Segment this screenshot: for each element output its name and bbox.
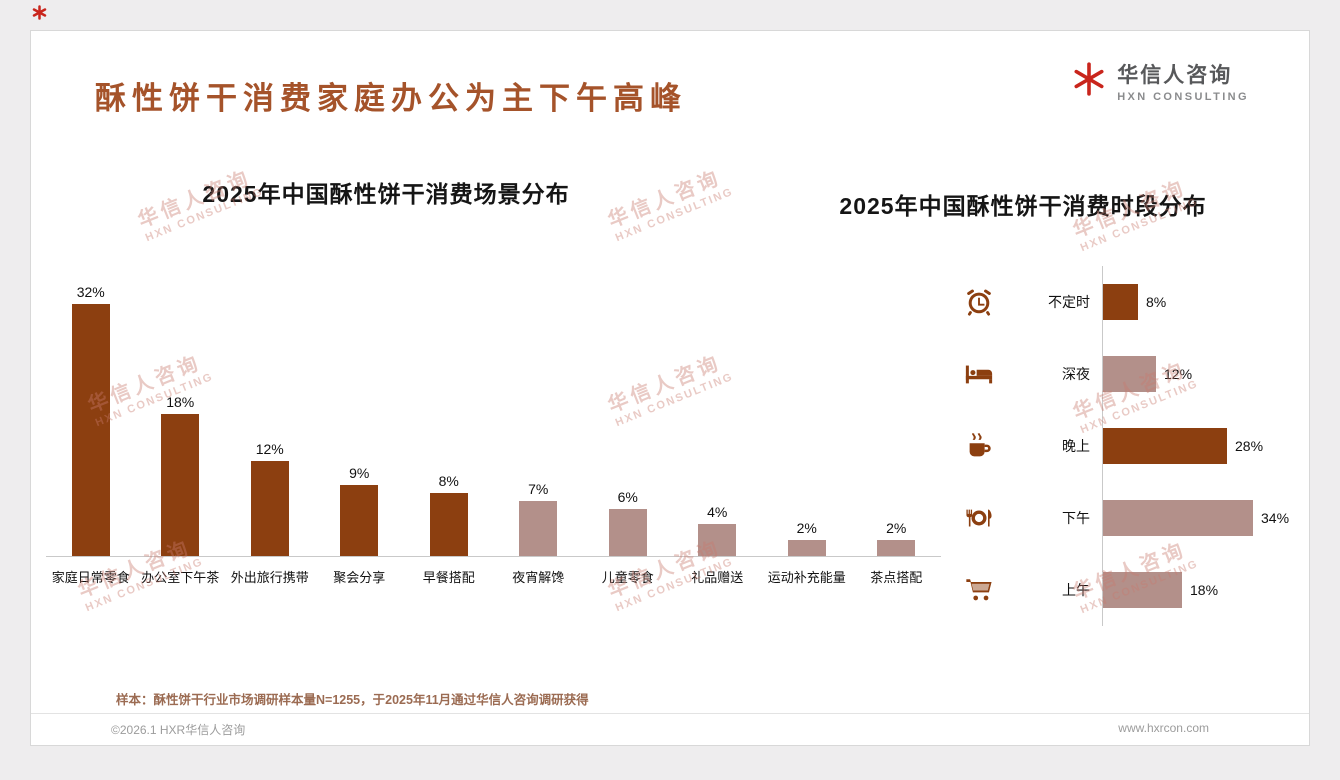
scene-category-label: 运动补充能量: [767, 570, 846, 585]
scene-bar-slot: 12%: [225, 256, 315, 556]
time-label: 上午: [1062, 582, 1090, 598]
scene-bar: [429, 493, 468, 556]
time-bar-track: 8%: [1102, 266, 1301, 338]
corner-logo-icon: [31, 4, 48, 21]
scene-bar-slot: 32%: [46, 256, 136, 556]
time-label: 不定时: [1048, 294, 1090, 310]
copyright-text: ©2026.1 HXR华信人咨询: [111, 723, 246, 737]
scene-bar: [250, 461, 289, 556]
scene-category-label: 儿童零食: [601, 570, 654, 585]
bar-value-label: 12%: [255, 441, 284, 457]
bar-value-label: 2%: [886, 520, 907, 536]
company-logo: 华信人咨询 HXN CONSULTING: [1071, 59, 1249, 103]
scene-category-label: 礼品赠送: [691, 570, 744, 585]
bed-icon: [956, 359, 1002, 389]
scene-bar-slot: 7%: [494, 256, 584, 556]
scene-bar: [608, 509, 647, 556]
scene-bar: [161, 414, 200, 556]
bar-value-label: 7%: [528, 481, 549, 497]
logo-name-cn: 华信人咨询: [1117, 64, 1233, 87]
scene-bar: [519, 501, 558, 556]
time-label: 下午: [1062, 510, 1090, 526]
time-value-label: 8%: [1146, 294, 1167, 310]
scene-bar-slot: 6%: [583, 256, 673, 556]
scene-chart-title: 2025年中国酥性饼干消费场景分布: [202, 181, 570, 207]
time-row: 晚上 28%: [956, 410, 1301, 482]
time-label: 晚上: [1062, 438, 1090, 454]
time-bar-track: 18%: [1102, 554, 1301, 626]
slide-card: 酥性饼干消费家庭办公为主下午高峰 华信人咨询 HXN CONSULTING 20…: [30, 30, 1310, 746]
bar-value-label: 6%: [617, 489, 638, 505]
time-label: 深夜: [1062, 366, 1090, 382]
time-bar: [1103, 572, 1182, 608]
time-row: 上午 18%: [956, 554, 1301, 626]
coffee-cup-icon: [956, 431, 1002, 461]
time-bar: [1103, 284, 1138, 320]
scene-category-label: 夜宵解馋: [512, 570, 565, 585]
website-link[interactable]: www.hxrcon.com: [1118, 721, 1209, 735]
logo-name-en: HXN CONSULTING: [1117, 91, 1249, 103]
scene-bar-slot: 9%: [315, 256, 405, 556]
time-row: 不定时 8%: [956, 266, 1301, 338]
time-chart-title: 2025年中国酥性饼干消费时段分布: [839, 193, 1207, 219]
x-axis-line: [46, 556, 941, 557]
time-chart: 不定时 8% 深夜 12% 晚上 28% 下午 34% 上午 18%: [956, 266, 1301, 626]
red-starburst-icon: [1071, 61, 1107, 102]
scene-bar-slot: 8%: [404, 256, 494, 556]
page-title: 酥性饼干消费家庭办公为主下午高峰: [95, 81, 687, 116]
time-bar-track: 28%: [1102, 410, 1301, 482]
scene-bar-slot: 2%: [852, 256, 942, 556]
time-value-label: 12%: [1164, 366, 1193, 382]
scene-category-label: 早餐搭配: [422, 570, 475, 585]
bar-value-label: 9%: [349, 465, 370, 481]
time-bar-track: 12%: [1102, 338, 1301, 410]
bar-value-label: 4%: [707, 504, 728, 520]
time-bar: [1103, 428, 1227, 464]
scene-bar-slot: 4%: [673, 256, 763, 556]
scene-bar: [71, 304, 110, 556]
scene-category-label: 茶点搭配: [870, 570, 923, 585]
time-row: 下午 34%: [956, 482, 1301, 554]
scene-category-label: 家庭日常零食: [51, 570, 130, 585]
scene-category-label: 聚会分享: [333, 570, 386, 585]
scene-bar-slot: 18%: [136, 256, 226, 556]
footer-divider: [31, 713, 1309, 714]
scene-bar: [787, 540, 826, 556]
scene-bar: [340, 485, 379, 556]
time-value-label: 28%: [1235, 438, 1264, 454]
scene-bar: [698, 524, 737, 556]
bar-value-label: 8%: [438, 473, 459, 489]
alarm-clock-icon: [956, 287, 1002, 317]
dining-plate-icon: [956, 503, 1002, 533]
bar-value-label: 2%: [796, 520, 817, 536]
time-value-label: 34%: [1261, 510, 1290, 526]
shopping-cart-icon: [956, 575, 1002, 605]
scene-category-labels: 家庭日常零食 办公室下午茶 外出旅行携带 聚会分享 早餐搭配 夜宵解馋 儿童零食 礼品赠送 运动…: [46, 567, 941, 586]
scene-category-label: 外出旅行携带: [230, 570, 309, 585]
bar-value-label: 18%: [166, 394, 195, 410]
time-bar: [1103, 356, 1156, 392]
scene-category-label: 办公室下午茶: [141, 570, 220, 585]
scene-bar: [877, 540, 916, 556]
scene-chart: 32% 18% 12% 9% 8% 7% 6% 4% 2% 2%: [46, 256, 941, 556]
time-value-label: 18%: [1190, 582, 1219, 598]
time-bar-track: 34%: [1102, 482, 1301, 554]
scene-bar-slot: 2%: [762, 256, 852, 556]
time-row: 深夜 12%: [956, 338, 1301, 410]
bar-value-label: 32%: [76, 284, 105, 300]
sample-note: 样本：酥性饼干行业市场调研样本量N=1255，于2025年11月通过华信人咨询调…: [116, 693, 589, 707]
time-bar: [1103, 500, 1253, 536]
